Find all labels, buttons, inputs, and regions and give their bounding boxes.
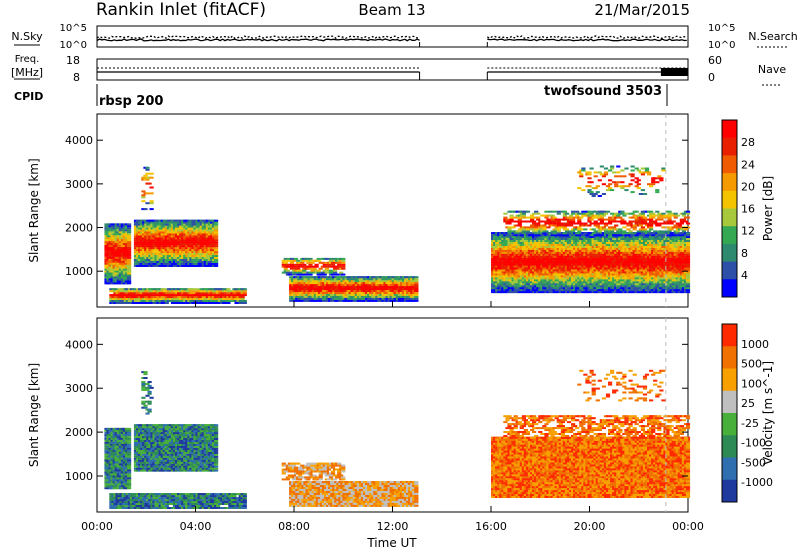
velocity-colorbar-tick-5: -100: [741, 437, 766, 450]
xtick-label-3: 12:00: [377, 520, 409, 533]
freq-tick-bottom: 8: [73, 71, 80, 84]
velocity-colorbar-frame: [721, 323, 738, 503]
velocity-colorbar-bin-3: [722, 390, 737, 414]
power-echo-cells: [104, 165, 691, 304]
nave-tick-top: 60: [708, 54, 722, 67]
power-colorbar-tick-5: 8: [741, 247, 748, 260]
velocity-colorbar-bin-7: [722, 479, 737, 503]
freq-panel-frame: [96, 58, 689, 81]
velocity-ytick-label-1: 2000: [65, 426, 93, 439]
xtick-label-1: 04:00: [180, 520, 212, 533]
nsearch-tick-top: 10^5: [708, 23, 735, 34]
nsearch-trace-1: [487, 35, 687, 40]
power-colorbar-bin-6: [722, 226, 737, 245]
power-ytick-label-3: 4000: [65, 134, 93, 147]
velocity-ytick-label-3: 4000: [65, 338, 93, 351]
xaxis-label: Time UT: [366, 536, 417, 550]
velocity-colorbar-bin-4: [722, 413, 737, 436]
power-colorbar-tick-2: 20: [741, 180, 755, 193]
power-ytick-label-0: 1000: [65, 265, 93, 278]
freq-unit-label: [MHz]: [11, 66, 43, 79]
velocity-ylabel: Slant Range [km]: [27, 363, 41, 467]
power-colorbar-tick-6: 4: [741, 269, 748, 282]
velocity-colorbar-bin-6: [722, 457, 737, 481]
velocity-colorbar-tick-0: 1000: [741, 338, 769, 351]
velocity-colorbar-tick-6: -500: [741, 456, 766, 469]
nsearch-label: N.Search: [748, 30, 798, 43]
velocity-ytick-label-2: 3000: [65, 382, 93, 395]
power-colorbar-bin-8: [722, 261, 737, 280]
power-colorbar-frame: [721, 119, 738, 298]
velocity-ytick-label-0: 1000: [65, 470, 93, 483]
nsky-trace-1: [487, 38, 687, 42]
power-colorbar-bin-4: [722, 190, 737, 209]
cpid-mode-twofsound: twofsound 3503: [544, 84, 662, 99]
velocity-echo-cells: [104, 369, 691, 509]
power-colorbar-bin-3: [722, 173, 737, 192]
power-colorbar-label: Power [dB]: [761, 176, 775, 241]
power-colorbar-bin-2: [722, 155, 737, 174]
freq-tick-top: 18: [66, 54, 80, 67]
nsky-tick-bottom: 10^0: [60, 40, 87, 51]
power-colorbar-bin-5: [722, 208, 737, 227]
power-colorbar-tick-4: 12: [741, 225, 755, 238]
xtick-label-4: 16:00: [475, 520, 507, 533]
power-colorbar-tick-3: 16: [741, 203, 755, 216]
power-colorbar-bin-1: [722, 137, 737, 156]
power-colorbar-tick-0: 28: [741, 136, 755, 149]
date-label: 21/Mar/2015: [594, 1, 690, 19]
velocity-colorbar-label: Velocity [m s^-1]: [761, 361, 775, 465]
velocity-colorbar-tick-1: 500: [741, 358, 762, 371]
velocity-colorbar-bin-0: [722, 324, 737, 347]
xtick-label-0: 00:00: [81, 520, 113, 533]
cpid-mode-rbsp: rbsp 200: [99, 94, 163, 109]
nsearch-trace-0: [96, 35, 420, 40]
nsky-label: N.Sky: [11, 30, 43, 43]
velocity-colorbar-bin-5: [722, 435, 737, 458]
nave-label: Nave: [758, 63, 786, 76]
nsearch-tick-bottom: 10^0: [708, 40, 735, 51]
beam-label: Beam 13: [358, 1, 425, 19]
nave-tick-bottom: 0: [708, 71, 715, 84]
freq-label: Freq.: [15, 54, 40, 65]
power-ytick-label-1: 2000: [65, 222, 93, 235]
plot-title: Rankin Inlet (fitACF): [96, 0, 266, 20]
xtick-label-2: 08:00: [278, 520, 310, 533]
velocity-colorbar-tick-3: 25: [741, 397, 755, 410]
cpid-label: CPID: [14, 90, 43, 103]
nsky-panel-frame: [96, 25, 689, 48]
power-ylabel: Slant Range [km]: [27, 158, 41, 262]
xtick-label-6: 00:00: [672, 520, 704, 533]
power-colorbar-bin-7: [722, 243, 737, 263]
freq-dense-block: [660, 68, 688, 76]
xtick-label-5: 20:00: [574, 520, 606, 533]
power-colorbar-bin-9: [722, 279, 737, 298]
velocity-colorbar-tick-7: -1000: [741, 476, 773, 489]
power-colorbar-bin-0: [722, 120, 737, 139]
power-ytick-label-2: 3000: [65, 178, 93, 191]
nsky-tick-top: 10^5: [60, 23, 87, 34]
velocity-colorbar-tick-4: -25: [741, 417, 759, 430]
power-colorbar-tick-1: 24: [741, 158, 755, 171]
velocity-colorbar-bin-2: [722, 368, 737, 392]
velocity-colorbar-tick-2: 100: [741, 377, 762, 390]
velocity-colorbar-bin-1: [722, 346, 737, 369]
nsky-trace-0: [96, 38, 420, 42]
